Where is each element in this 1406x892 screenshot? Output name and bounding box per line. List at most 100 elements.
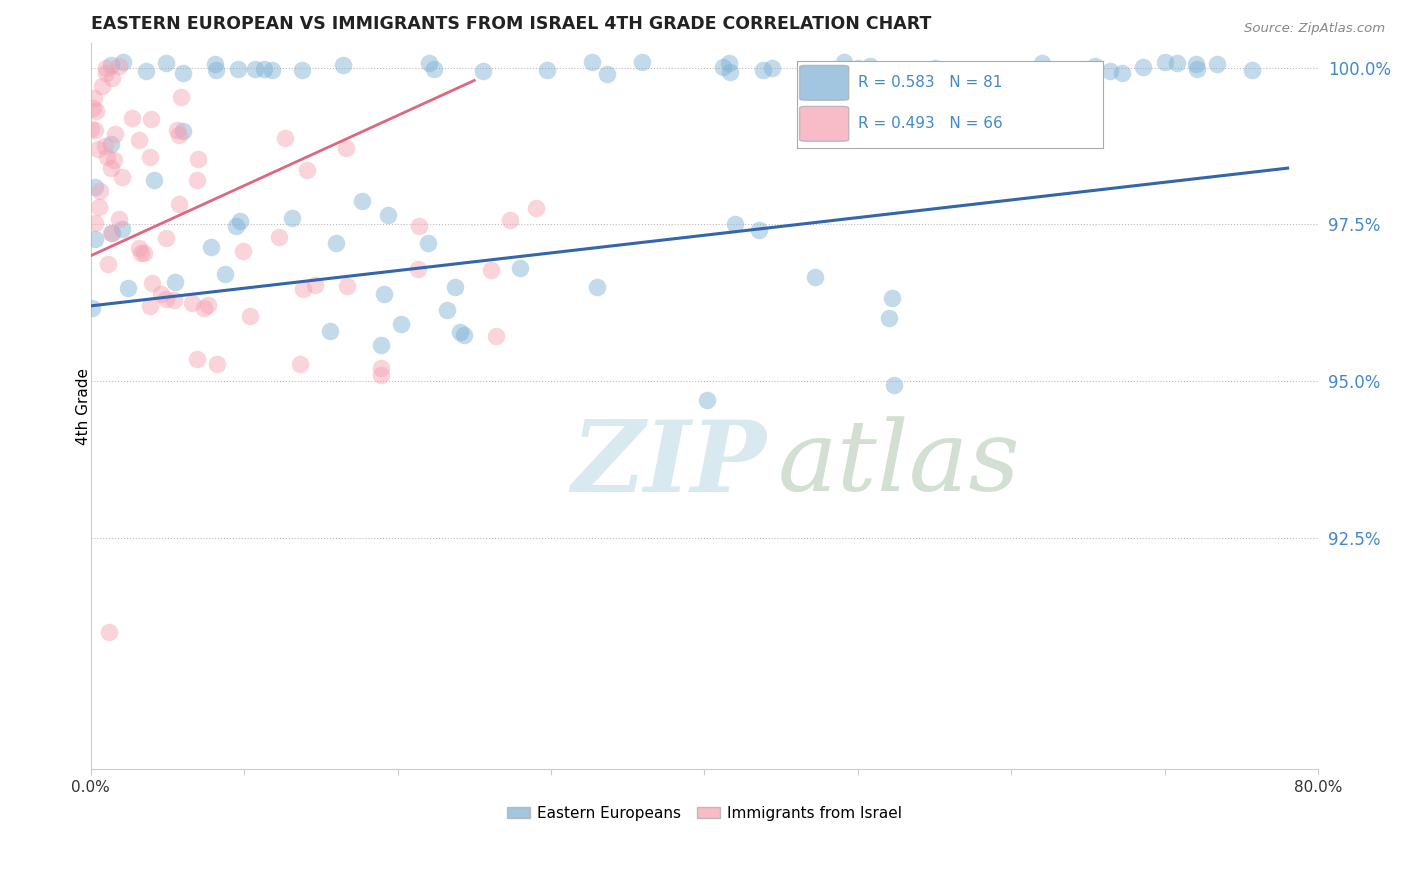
Point (408, 219, 430, 234)
Point (100, 137, 122, 152)
Point (1166, 56, 1188, 70)
Point (214, 267, 236, 281)
Point (1153, 55, 1175, 70)
Point (141, 276, 163, 290)
Point (1031, 55, 1053, 70)
Point (193, 301, 215, 315)
Point (924, 61, 946, 75)
Point (111, 54, 134, 69)
Point (84, 216, 107, 230)
Point (108, 59, 131, 73)
Point (803, 270, 825, 285)
Point (352, 194, 374, 208)
Point (586, 280, 609, 294)
Point (748, 223, 770, 237)
Point (370, 368, 392, 383)
Text: Source: ZipAtlas.com: Source: ZipAtlas.com (1244, 22, 1385, 36)
Point (104, 127, 127, 141)
Point (97, 257, 120, 271)
Point (94, 61, 117, 75)
Point (149, 287, 172, 301)
Point (479, 263, 502, 277)
Point (370, 361, 392, 376)
Point (228, 214, 250, 228)
Point (187, 153, 209, 167)
Point (117, 281, 139, 295)
Point (205, 63, 228, 78)
Point (108, 211, 131, 226)
Point (981, 64, 1004, 78)
Point (370, 337, 392, 351)
Point (304, 278, 326, 293)
Point (267, 230, 290, 244)
Point (319, 324, 342, 338)
Point (1184, 57, 1206, 71)
Y-axis label: 4th Grade: 4th Grade (76, 368, 91, 444)
Point (436, 303, 458, 318)
Point (143, 173, 166, 187)
Point (128, 133, 150, 147)
Point (377, 208, 399, 222)
Point (718, 65, 741, 79)
Point (1084, 59, 1107, 73)
Point (274, 130, 297, 145)
Point (138, 150, 160, 164)
Point (846, 61, 869, 75)
Point (484, 329, 506, 343)
Point (581, 55, 603, 70)
Point (883, 377, 905, 392)
Point (170, 90, 193, 104)
Point (332, 58, 354, 72)
Point (186, 173, 208, 187)
Legend: Eastern Europeans, Immigrants from Israel: Eastern Europeans, Immigrants from Israe… (501, 800, 908, 827)
Point (84, 123, 107, 137)
Point (82, 101, 104, 115)
Point (138, 299, 160, 313)
Point (225, 219, 247, 234)
Point (1185, 62, 1208, 76)
Point (761, 61, 783, 75)
Point (336, 279, 359, 293)
Point (162, 293, 184, 307)
Point (859, 59, 882, 73)
Point (96, 151, 118, 165)
Point (172, 124, 194, 138)
Point (260, 63, 283, 78)
Point (281, 211, 304, 225)
Point (197, 298, 219, 312)
Point (509, 261, 531, 276)
Point (204, 57, 226, 71)
Point (335, 141, 357, 155)
Point (84, 232, 107, 246)
Point (101, 227, 124, 241)
Point (418, 236, 440, 251)
Point (166, 122, 188, 136)
Point (1098, 64, 1121, 78)
Point (163, 276, 186, 290)
Point (524, 201, 547, 215)
Point (291, 62, 314, 77)
Point (93, 138, 115, 153)
Point (406, 261, 429, 276)
Point (373, 287, 395, 301)
Point (167, 128, 190, 142)
Point (186, 351, 208, 366)
Point (89, 184, 111, 198)
Point (453, 327, 475, 342)
Point (100, 58, 122, 72)
Point (131, 245, 153, 260)
Point (83, 91, 105, 105)
Point (228, 62, 250, 77)
Point (205, 357, 228, 371)
Point (96, 66, 118, 80)
Point (100, 161, 122, 175)
Point (325, 236, 347, 251)
Point (450, 325, 472, 339)
Point (253, 62, 276, 76)
Point (167, 197, 190, 211)
Point (866, 65, 889, 79)
Point (499, 213, 522, 227)
Point (717, 56, 740, 70)
Point (536, 62, 558, 77)
Point (135, 64, 157, 78)
